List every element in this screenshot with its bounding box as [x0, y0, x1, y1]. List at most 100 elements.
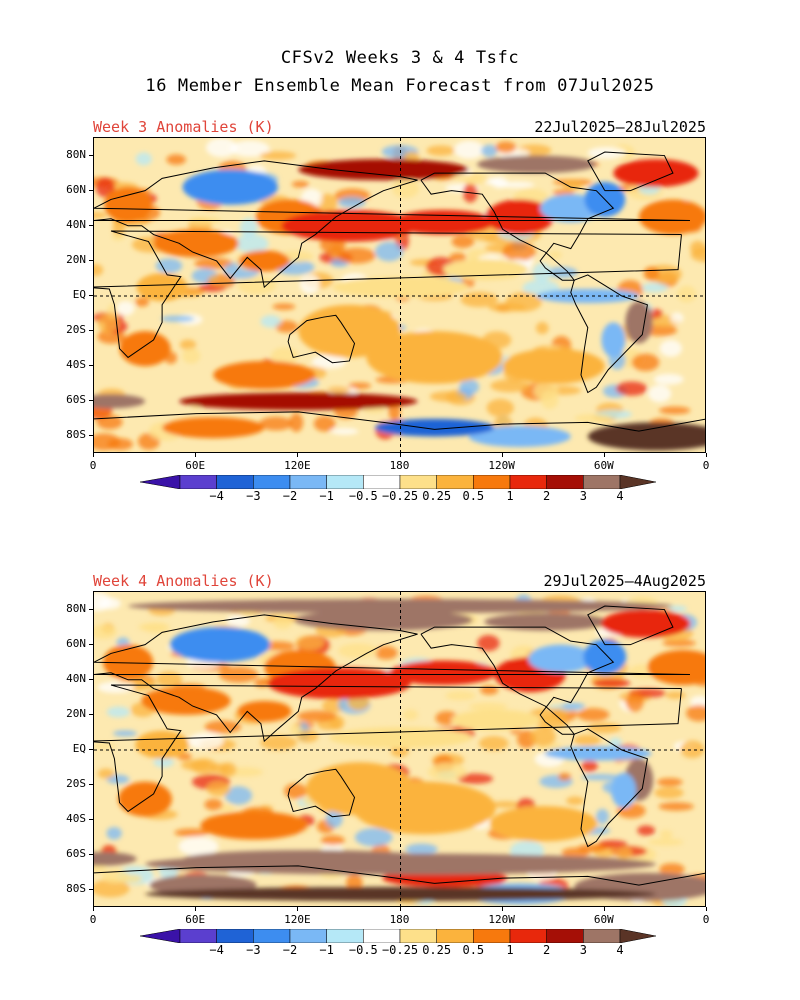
lat-tick-label: 80S [66, 882, 86, 896]
lat-tick [89, 365, 93, 367]
anomaly-texture-patch [97, 768, 115, 779]
anomaly-texture-patch [205, 138, 238, 158]
colorbar-box [179, 928, 217, 944]
anomaly-texture-patch [194, 257, 234, 270]
lon-tick [195, 453, 197, 457]
anomaly-texture-patch [429, 391, 467, 402]
anomaly-region [468, 425, 571, 447]
colorbar-tick-label: −0.25 [381, 489, 419, 503]
figure-title-line-1: CFSv2 Weeks 3 & 4 Tsfc [280, 48, 520, 68]
lon-tick [399, 907, 401, 911]
anomaly-texture-patch [449, 252, 467, 263]
anomaly-texture-patch [135, 297, 150, 307]
anomaly-texture-patch [658, 802, 694, 811]
anomaly-texture-patch [625, 692, 644, 712]
anomaly-texture-patch [486, 398, 514, 417]
anomaly-texture-patch [665, 691, 686, 700]
anomaly-region [601, 322, 626, 358]
lat-tick [89, 889, 93, 891]
anomaly-region [135, 730, 189, 759]
anomaly-region [94, 851, 137, 866]
anomaly-region [179, 392, 418, 411]
anomaly-region [544, 746, 652, 761]
anomaly-texture-patch [468, 702, 508, 711]
coastline [570, 274, 648, 394]
lon-tick [706, 907, 707, 911]
anomaly-texture-patch [206, 781, 231, 797]
anomaly-texture-patch [254, 678, 271, 688]
anomaly-texture-patch [452, 174, 483, 182]
lat-tick-label: 40N [66, 217, 86, 231]
anomaly-region [389, 660, 497, 686]
anomaly-texture-patch [548, 250, 562, 259]
anomaly-texture-patch [259, 416, 293, 431]
colorbar-box [326, 474, 364, 490]
anomaly-texture-patch [346, 874, 363, 891]
lat-tick [89, 189, 93, 191]
anomaly-texture-patch [615, 381, 648, 396]
anomaly-texture-patch [155, 258, 183, 274]
anomaly-region [374, 418, 495, 437]
lon-tick-label: 60W [593, 459, 614, 472]
coastline [587, 605, 674, 646]
anomaly-texture-patch [289, 723, 302, 736]
lat-tick-label: 20N [66, 706, 86, 720]
lat-tick-label: EQ [72, 288, 86, 301]
anomaly-texture-patch [561, 702, 586, 710]
week3-date-range: 22Jul2025–28Jul2025 [534, 118, 706, 136]
anomaly-texture-patch [237, 275, 277, 295]
anomaly-texture-patch [156, 671, 183, 688]
anomaly-region [443, 259, 529, 281]
anomaly-texture-patch [390, 745, 409, 758]
colorbar-max-arrow [619, 928, 657, 944]
anomaly-region [103, 644, 154, 680]
anomaly-region [587, 422, 705, 451]
lat-tick-label: 60N [66, 636, 86, 650]
anomaly-region [484, 613, 610, 631]
anomaly-texture-patch [532, 263, 552, 282]
anomaly-texture-patch [654, 786, 684, 799]
anomaly-region [528, 644, 593, 673]
colorbar-tick-label: −1 [319, 489, 334, 503]
anomaly-texture-patch [336, 247, 376, 264]
week3-panel-label: Week 3 Anomalies (K) [93, 118, 274, 136]
anomaly-texture-patch [325, 810, 343, 828]
colorbar-min-arrow [139, 474, 181, 490]
colorbar-tick-label: −3 [246, 943, 261, 957]
anomaly-texture-patch [690, 240, 705, 256]
anomaly-region [502, 348, 605, 384]
anomaly-texture-patch [480, 685, 499, 695]
anomaly-texture-patch [643, 266, 660, 281]
anomaly-texture-patch [662, 639, 696, 647]
anomaly-texture-patch [478, 736, 509, 751]
anomaly-texture-patch [111, 233, 125, 241]
anomaly-region [611, 772, 637, 808]
anomaly-texture-patch [311, 355, 347, 369]
colorbar-box [509, 474, 547, 490]
lat-tick [89, 224, 93, 226]
colorbar-box [546, 928, 584, 944]
lat-tick [89, 435, 93, 437]
anomaly-texture-patch [566, 796, 585, 806]
anomaly-region [294, 609, 473, 631]
anomaly-texture-patch [273, 615, 293, 630]
anomaly-texture-patch [106, 826, 122, 840]
lon-tick [603, 907, 605, 911]
week4-colorbar: −4 −3 −2 −1 −0.5 −0.25 0.25 0.5 1 2 3 4 [139, 928, 660, 957]
lon-tick [501, 453, 503, 457]
lat-tick [89, 295, 93, 296]
colorbar-box [436, 928, 474, 944]
anomaly-texture-patch [641, 282, 668, 293]
colorbar-max-arrow [619, 474, 657, 490]
anomaly-region [638, 199, 705, 235]
anomaly-texture-patch [321, 835, 345, 846]
anomaly-texture-patch [495, 141, 517, 154]
lat-tick-label: 80N [66, 147, 86, 161]
colorbar-box [289, 474, 327, 490]
lon-tick [297, 453, 299, 457]
anomaly-texture-patch [647, 838, 684, 846]
lat-tick [89, 678, 93, 680]
anomaly-region [237, 700, 292, 722]
anomaly-texture-patch [98, 313, 119, 334]
lat-tick [89, 154, 93, 156]
